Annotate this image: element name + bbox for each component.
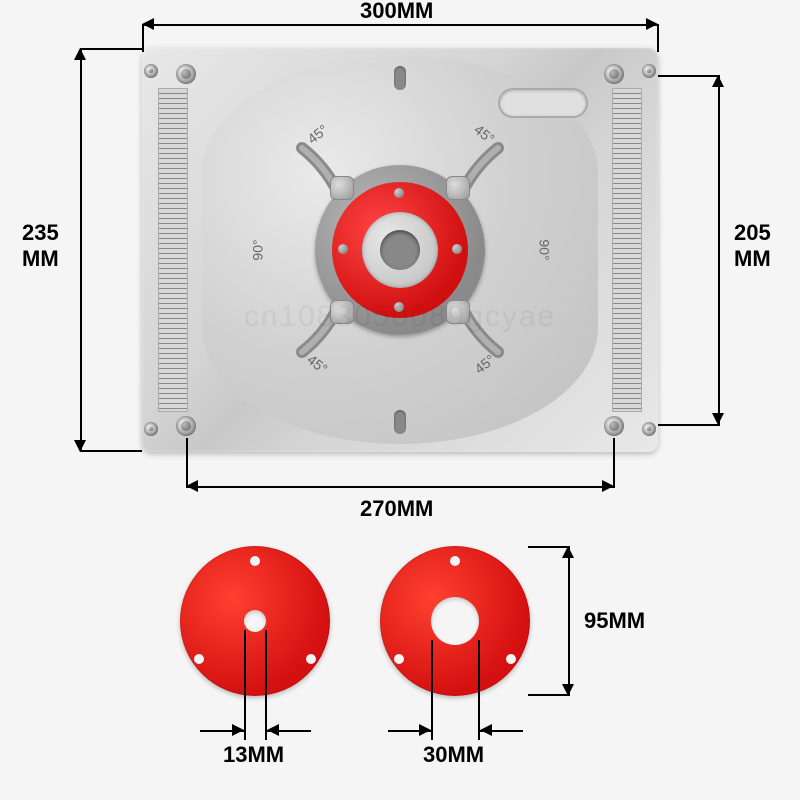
dim-label-inner: 270MM: [360, 496, 433, 522]
dim-label-right: 205 MM: [734, 220, 771, 273]
mount-bolt: [446, 176, 470, 200]
insert-dot: [250, 556, 260, 566]
rail-screw: [144, 64, 158, 78]
corner-screw: [176, 64, 196, 84]
dim-label-hole1: 13MM: [223, 742, 284, 768]
insert-hole-2: [431, 597, 479, 645]
corner-screw: [604, 416, 624, 436]
insert-ring-1: [180, 546, 330, 696]
ruler-right: [612, 88, 642, 412]
dim-label-right-2: MM: [734, 246, 771, 271]
thumb-slot: [498, 88, 588, 118]
tiny-screw: [338, 244, 348, 254]
arc-label-ml: 90°: [250, 239, 266, 260]
corner-screw: [176, 416, 196, 436]
dim-ext: [80, 48, 142, 50]
tiny-screw: [452, 244, 462, 254]
diagram-canvas: 300MM 45° 45° 90° 90° 45° 45°: [0, 0, 800, 800]
ring-hole: [380, 230, 420, 270]
dim-arrow: [419, 724, 431, 736]
mount-bolt: [330, 300, 354, 324]
dim-ext: [244, 630, 246, 740]
dim-label-ringdia: 95MM: [584, 608, 645, 634]
insert-dot: [450, 556, 460, 566]
dim-ext: [528, 694, 570, 696]
dim-label-right-1: 205: [734, 220, 771, 245]
mount-bolt: [330, 176, 354, 200]
slot-pill: [394, 410, 406, 434]
dim-line-inner: [186, 486, 614, 488]
mount-bolt: [446, 300, 470, 324]
corner-screw: [604, 64, 624, 84]
slot-pill: [394, 66, 406, 90]
dim-label-left-2: MM: [22, 246, 59, 271]
arc-label-mr: 90°: [537, 239, 553, 260]
dim-arrow: [267, 724, 279, 736]
dim-ext: [658, 75, 720, 77]
router-plate: 45° 45° 90° 90° 45° 45°: [142, 48, 658, 452]
dim-label-left: 235 MM: [22, 220, 59, 273]
insert-dot: [394, 654, 404, 664]
dim-line-ringdia: [568, 546, 570, 696]
rail-screw: [144, 422, 158, 436]
dim-label-hole2: 30MM: [423, 742, 484, 768]
tiny-screw: [394, 188, 404, 198]
dim-ext: [528, 546, 570, 548]
dim-label-left-1: 235: [22, 220, 59, 245]
ruler-left: [158, 88, 188, 412]
dim-line-right: [718, 75, 720, 425]
dim-ext: [613, 438, 615, 488]
dim-ext: [186, 438, 188, 488]
insert-dot: [194, 654, 204, 664]
dim-ext: [142, 24, 144, 52]
insert-dot: [506, 654, 516, 664]
dim-arrow: [480, 724, 492, 736]
dim-ext: [658, 424, 720, 426]
dim-ext: [657, 24, 659, 52]
rail-screw: [642, 422, 656, 436]
dim-arrow: [232, 724, 244, 736]
tiny-screw: [394, 302, 404, 312]
dim-line-left: [80, 48, 82, 452]
insert-dot: [306, 654, 316, 664]
rail-screw: [642, 64, 656, 78]
dim-ext: [431, 640, 433, 740]
dim-ext: [80, 450, 142, 452]
dim-label-top: 300MM: [360, 0, 433, 24]
insert-hole-1: [244, 610, 266, 632]
insert-ring-2: [380, 546, 530, 696]
